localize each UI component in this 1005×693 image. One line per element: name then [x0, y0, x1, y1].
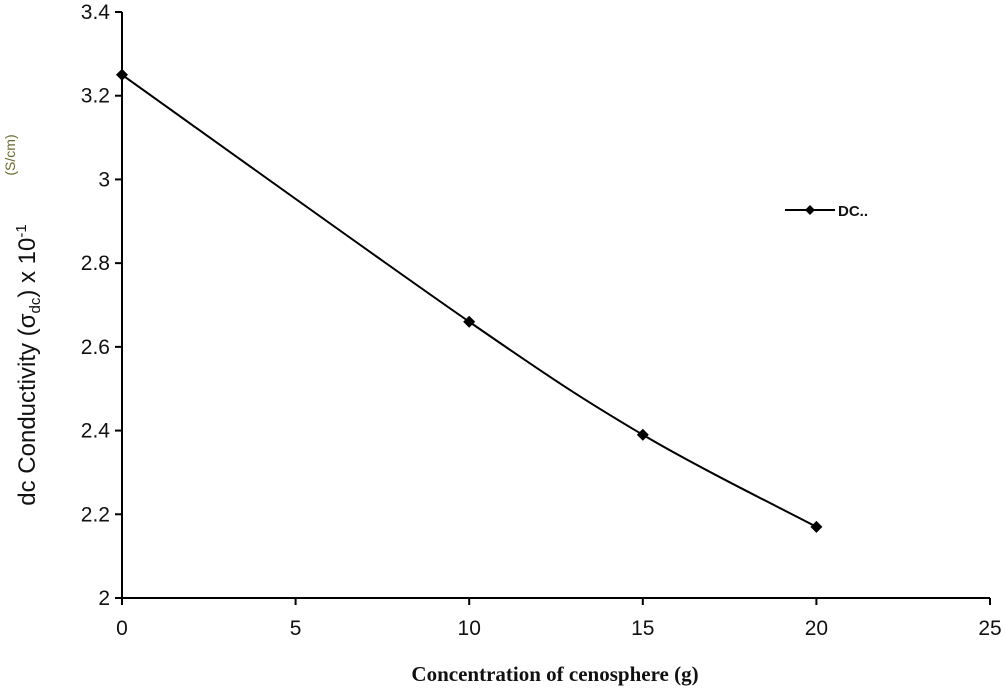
y-tick-label: 2.6 — [81, 336, 110, 359]
y-tick-label: 2 — [98, 587, 110, 610]
y-tick-label: 2.4 — [81, 420, 111, 443]
x-tick-label: 0 — [116, 617, 128, 640]
x-tick-label: 20 — [805, 617, 828, 640]
legend-label: DC.. — [838, 203, 868, 220]
y-tick-label: 2.2 — [81, 503, 110, 526]
series-line — [121, 73, 817, 528]
data-point-marker — [463, 315, 476, 328]
y-axis-ticks: 2 2.2 2.4 2.6 2.8 3 3.2 3.4 — [81, 1, 122, 610]
y-axis-title-group: dc Conductivity (σdc) x 10-1 — [13, 224, 44, 505]
x-tick-label: 5 — [290, 617, 302, 640]
data-point-marker — [636, 428, 649, 441]
data-point-marker — [810, 520, 823, 533]
y-tick-label: 3.2 — [81, 85, 110, 108]
series-layer — [116, 68, 823, 533]
legend-marker — [805, 205, 815, 215]
x-axis-title: Concentration of cenosphere (g) — [411, 662, 698, 686]
y-axis-unit: (S/cm) — [2, 134, 18, 175]
legend: DC.. — [785, 203, 868, 220]
y-axis-unit-group: (S/cm) — [2, 134, 18, 175]
x-tick-label: 25 — [978, 617, 1001, 640]
y-tick-label: 3.4 — [81, 1, 111, 24]
axes — [121, 12, 990, 599]
y-tick-label: 3 — [98, 168, 110, 191]
y-tick-label: 2.8 — [81, 252, 110, 275]
x-tick-label: 15 — [631, 617, 654, 640]
data-point-marker — [116, 68, 128, 81]
x-tick-label: 10 — [458, 617, 481, 640]
y-axis-title: dc Conductivity (σdc) x 10-1 — [13, 224, 44, 505]
x-axis-ticks: 0 5 10 15 20 25 — [116, 598, 1002, 640]
